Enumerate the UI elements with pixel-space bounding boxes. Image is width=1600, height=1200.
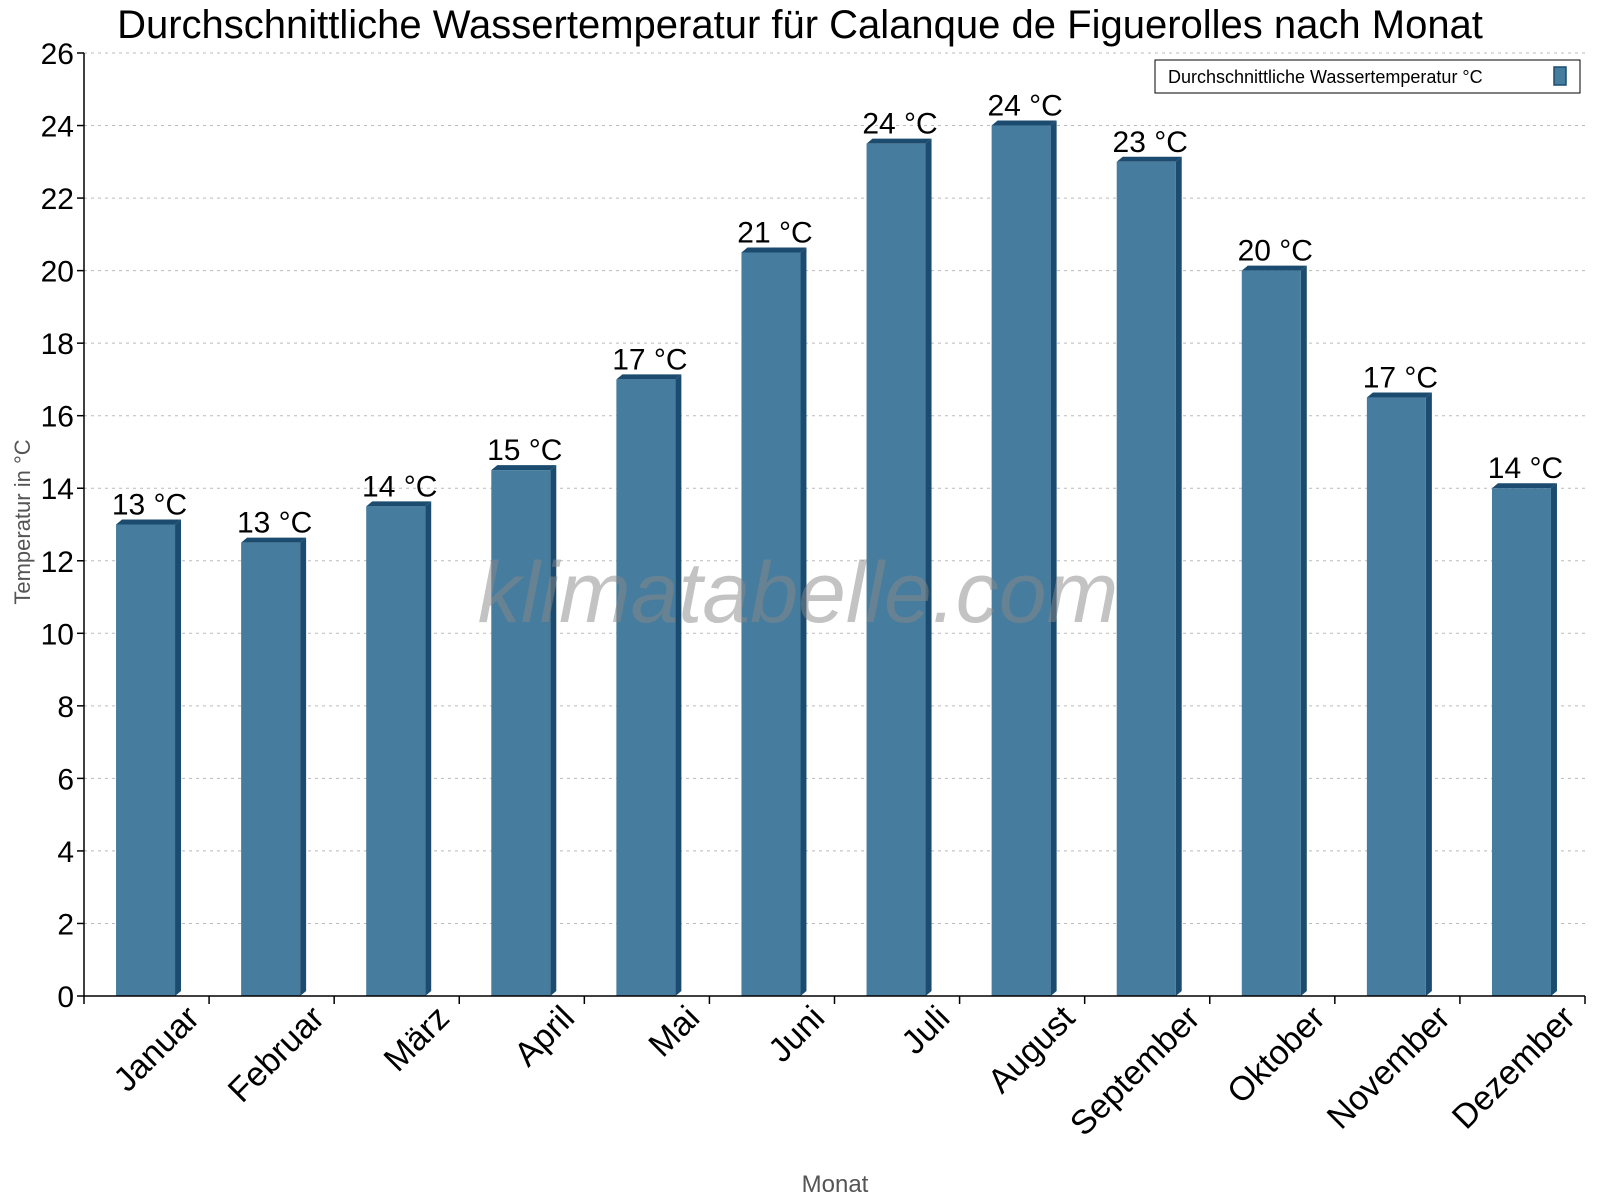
y-tick-label: 14 [41, 473, 74, 506]
data-label: 24 °C [987, 90, 1062, 123]
y-axis-label: Temperatur in °C [10, 439, 35, 604]
x-tick-label: März [377, 999, 457, 1079]
bar [866, 143, 926, 996]
bar [1241, 270, 1301, 997]
x-tick-label: April [507, 999, 582, 1074]
x-tick-label: Februar [221, 999, 332, 1110]
x-tick-label: Mai [641, 999, 707, 1065]
y-tick-label: 22 [41, 183, 74, 216]
bar [116, 524, 176, 996]
data-label: 15 °C [487, 434, 562, 467]
chart-title: Durchschnittliche Wassertemperatur für C… [117, 3, 1483, 47]
bar-top [116, 519, 182, 525]
bar-top [1116, 156, 1182, 162]
bar [1116, 161, 1176, 997]
x-axis-label: Monat [802, 1171, 869, 1198]
y-tick-label: 4 [57, 836, 74, 869]
y-tick-label: 18 [41, 328, 74, 361]
bar-side [1550, 483, 1557, 996]
legend: Durchschnittliche Wassertemperatur °C [1154, 59, 1581, 94]
data-label: 24 °C [862, 108, 937, 141]
bar [616, 379, 676, 996]
bar-side [1425, 392, 1432, 996]
bar [1491, 488, 1551, 996]
legend-label: Durchschnittliche Wassertemperatur °C [1168, 67, 1483, 87]
bar-top [866, 138, 932, 144]
bar [366, 506, 426, 996]
bar-side [675, 374, 682, 996]
y-tick-label: 10 [41, 618, 74, 651]
data-label: 17 °C [612, 343, 687, 376]
bar [1366, 397, 1426, 996]
y-tick-label: 26 [41, 38, 74, 71]
x-tick-label: Oktober [1220, 999, 1332, 1111]
bar [741, 252, 801, 996]
bar-side [925, 138, 932, 996]
x-tick-label: Juni [761, 999, 832, 1070]
bar-side [550, 465, 557, 996]
data-label: 21 °C [737, 216, 812, 249]
data-label: 14 °C [362, 470, 437, 503]
legend-swatch [1553, 66, 1567, 86]
bar-top [616, 374, 682, 380]
watermark: klimatabelle.com [478, 545, 1118, 641]
data-label: 23 °C [1113, 126, 1188, 159]
x-tick-label: Juli [894, 999, 957, 1062]
bar-top [741, 247, 807, 253]
bar [241, 542, 301, 996]
bar-side [300, 537, 307, 996]
bar-top [241, 537, 307, 543]
y-tick-label: 24 [41, 111, 74, 144]
bar [491, 470, 551, 996]
y-tick-label: 16 [41, 401, 74, 434]
y-tick-label: 8 [57, 691, 74, 724]
bar-top [1366, 392, 1432, 398]
bar-side [1050, 120, 1057, 997]
legend-box [1154, 59, 1581, 94]
y-tick-label: 20 [41, 256, 74, 289]
bar-top [1491, 483, 1557, 489]
x-tick-label: Dezember [1445, 999, 1583, 1137]
bar-side [1175, 156, 1182, 997]
x-tick-label: Januar [106, 999, 206, 1099]
bar-top [491, 465, 557, 471]
bar-side [1300, 265, 1307, 997]
y-tick-label: 0 [57, 981, 74, 1014]
data-label: 17 °C [1363, 362, 1438, 395]
x-tick-label: August [981, 998, 1083, 1100]
x-tick-label: September [1063, 999, 1207, 1143]
bar [991, 125, 1051, 997]
bar-side [425, 501, 432, 996]
bar-top [1241, 265, 1307, 271]
data-label: 14 °C [1488, 452, 1563, 485]
data-label: 20 °C [1238, 235, 1313, 268]
y-tick-label: 12 [41, 546, 74, 579]
bar-top [366, 501, 432, 507]
data-label: 13 °C [112, 489, 187, 522]
y-tick-label: 2 [57, 908, 74, 941]
x-tick-label: November [1320, 999, 1458, 1137]
bar-top [991, 120, 1057, 126]
data-label: 13 °C [237, 507, 312, 540]
y-tick-label: 6 [57, 763, 74, 796]
bar-side [175, 519, 182, 996]
bar-side [800, 247, 807, 996]
